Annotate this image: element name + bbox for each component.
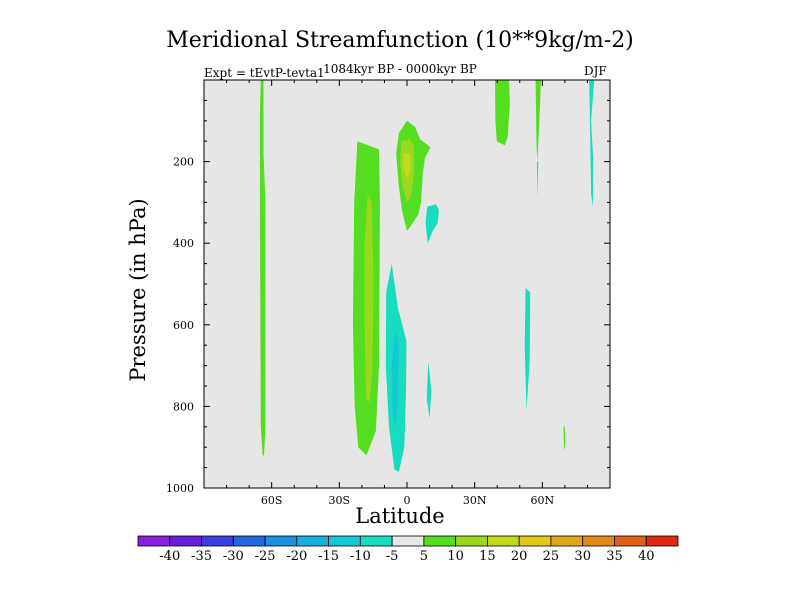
colorbar-label: -35 xyxy=(191,549,212,564)
contour-region-12 xyxy=(536,161,539,199)
colorbar-label: -15 xyxy=(318,549,339,564)
colorbar-label: -20 xyxy=(286,549,307,564)
season-label: DJF xyxy=(584,64,607,78)
axes: 60S 30S 0 30N 60N 200 400 600 800 1000 xyxy=(166,79,611,507)
contour-region-0 xyxy=(259,80,266,456)
colorbar-label: 5 xyxy=(420,549,428,564)
y-tick-label: 800 xyxy=(173,400,194,413)
colorbar-label: 35 xyxy=(606,549,623,564)
time-range-label: 1084kyr BP - 0000kyr BP xyxy=(323,62,477,76)
colorbar-swatch xyxy=(455,535,488,547)
contour-region-5 xyxy=(402,153,412,178)
chart-title: Meridional Streamfunction (10**9kg/m-2) xyxy=(166,28,634,53)
x-tick-label: 60N xyxy=(531,494,555,507)
y-tick-label: 600 xyxy=(173,319,194,332)
contour-region-7 xyxy=(391,328,399,425)
colorbar-label: 30 xyxy=(574,549,591,564)
colorbar-swatch xyxy=(359,535,393,547)
colorbar-label: -30 xyxy=(223,549,244,564)
colorbar-swatch xyxy=(201,535,234,547)
contour-regions xyxy=(259,80,595,472)
colorbar-swatch xyxy=(645,535,679,547)
colorbar-swatch xyxy=(614,535,647,547)
x-tick-label: 30N xyxy=(463,494,487,507)
contour-region-10 xyxy=(495,80,510,146)
colorbar-swatch xyxy=(328,535,361,547)
colorbar-swatch xyxy=(137,535,171,547)
x-tick-label: 0 xyxy=(404,494,411,507)
colorbar: -40 -35 -30 -25 -20 -15 -10 -5 5 10 15 20 25 30 35 40 xyxy=(137,535,679,564)
colorbar-swatch xyxy=(391,535,425,547)
colorbar-swatch xyxy=(423,535,457,547)
colorbar-swatch xyxy=(487,535,520,547)
colorbar-label: -5 xyxy=(386,549,399,564)
colorbar-label: 40 xyxy=(638,549,655,564)
colorbar-swatch xyxy=(264,535,298,547)
colorbar-swatch xyxy=(296,535,329,547)
colorbar-label: 15 xyxy=(479,549,496,564)
x-axis-label: Latitude xyxy=(355,504,445,528)
y-tick-label: 400 xyxy=(173,237,194,250)
contour-region-15 xyxy=(563,426,566,452)
colorbar-label: 10 xyxy=(447,549,464,564)
colorbar-label: -40 xyxy=(159,549,180,564)
y-tick-label: 1000 xyxy=(166,482,194,495)
contour-region-13 xyxy=(524,288,531,411)
x-tick-label: 60S xyxy=(261,494,283,507)
colorbar-label: 25 xyxy=(543,549,560,564)
colorbar-swatch xyxy=(550,535,584,547)
colorbar-swatch xyxy=(232,535,266,547)
colorbar-swatch xyxy=(582,535,615,547)
colorbar-label: 20 xyxy=(511,549,528,564)
contour-region-11 xyxy=(535,80,541,162)
experiment-label: Expt = tEvtP-tevta1 xyxy=(204,66,325,80)
y-tick-label: 200 xyxy=(173,156,194,169)
contour-region-9 xyxy=(426,361,432,419)
colorbar-label: -10 xyxy=(350,549,371,564)
contour-region-14 xyxy=(589,80,595,207)
contour-region-8 xyxy=(425,204,439,244)
colorbar-swatch xyxy=(518,535,552,547)
x-tick-label: 30S xyxy=(329,494,351,507)
colorbar-swatch xyxy=(169,535,202,547)
colorbar-label: -25 xyxy=(255,549,276,564)
contour-region-2 xyxy=(364,194,374,403)
